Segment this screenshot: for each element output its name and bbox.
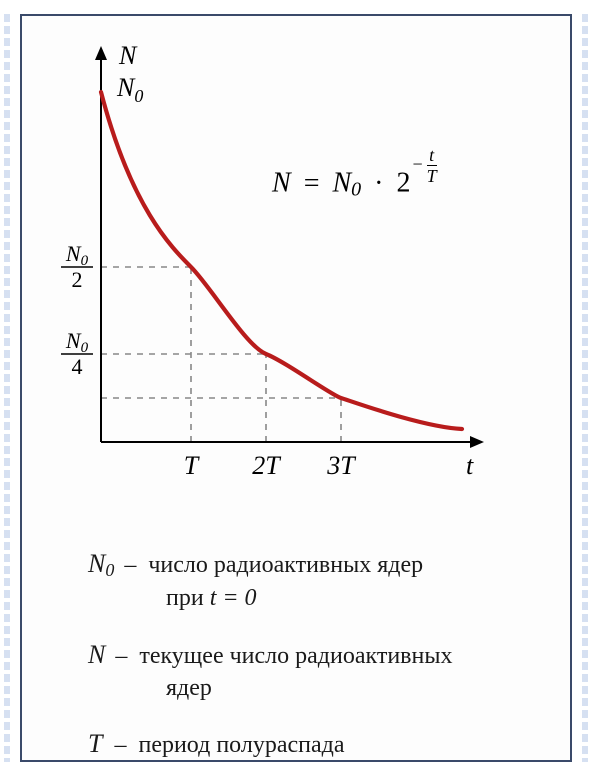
def-T-sym: T <box>88 729 104 758</box>
svg-text:N0: N0 <box>65 241 89 269</box>
eq-exp-minus: − <box>413 154 423 174</box>
svg-text:3T: 3T <box>326 451 356 480</box>
eq-N0-sub: 0 <box>351 179 361 201</box>
def-N0-text1: число радиоактивных ядер <box>148 552 423 578</box>
svg-text:T: T <box>184 451 200 480</box>
chart-svg: NtN0T2T3TN02N04 <box>56 42 486 512</box>
def-N-sym: N <box>88 640 105 669</box>
eq-exp-den: T <box>427 166 437 185</box>
svg-text:4: 4 <box>72 354 83 379</box>
content-frame: NtN0T2T3TN02N04 N = N0 · 2−tT N0 – число… <box>20 14 572 762</box>
eq-exp-frac: tT <box>427 146 437 185</box>
eq-dot: · <box>368 168 389 199</box>
def-N-line2: ядер <box>88 672 548 704</box>
def-N0-extra: t = 0 <box>210 585 257 611</box>
svg-text:N0: N0 <box>65 328 89 356</box>
def-T-dash: – <box>110 732 132 758</box>
eq-base: 2 <box>397 168 411 199</box>
definitions-block: N0 – число радиоактивных ядер при t = 0 … <box>88 546 548 784</box>
svg-text:N0: N0 <box>116 73 143 106</box>
def-N-dash: – <box>111 643 133 669</box>
def-N0-sub: 0 <box>105 560 114 580</box>
svg-text:t: t <box>466 451 474 480</box>
def-N0-line2: при t = 0 <box>88 582 548 614</box>
def-N0-dash: – <box>120 552 142 578</box>
decor-stripe-right <box>582 14 588 762</box>
svg-text:2: 2 <box>72 267 83 292</box>
def-N-text2: ядер <box>166 675 212 701</box>
def-T: T – период полураспада <box>88 726 548 761</box>
eq-N0: N <box>332 168 351 199</box>
svg-text:N: N <box>118 42 138 70</box>
def-N0: N0 – число радиоактивных ядер при t = 0 <box>88 546 548 615</box>
def-N0-text2: при <box>166 585 210 611</box>
decor-stripe-left <box>4 14 10 762</box>
eq-N: N <box>272 168 291 199</box>
def-N0-sym: N <box>88 549 105 578</box>
decay-equation: N = N0 · 2−tT <box>272 146 437 202</box>
def-T-text1: период полураспада <box>138 732 344 758</box>
decay-chart: NtN0T2T3TN02N04 <box>56 42 486 517</box>
def-N: N – текущее число радиоактивных ядер <box>88 637 548 705</box>
eq-equals: = <box>298 168 326 199</box>
svg-text:2T: 2T <box>252 451 281 480</box>
eq-exp-num: t <box>427 146 437 166</box>
eq-exponent: −tT <box>413 146 437 185</box>
def-N-text1: текущее число радиоактивных <box>139 643 452 669</box>
